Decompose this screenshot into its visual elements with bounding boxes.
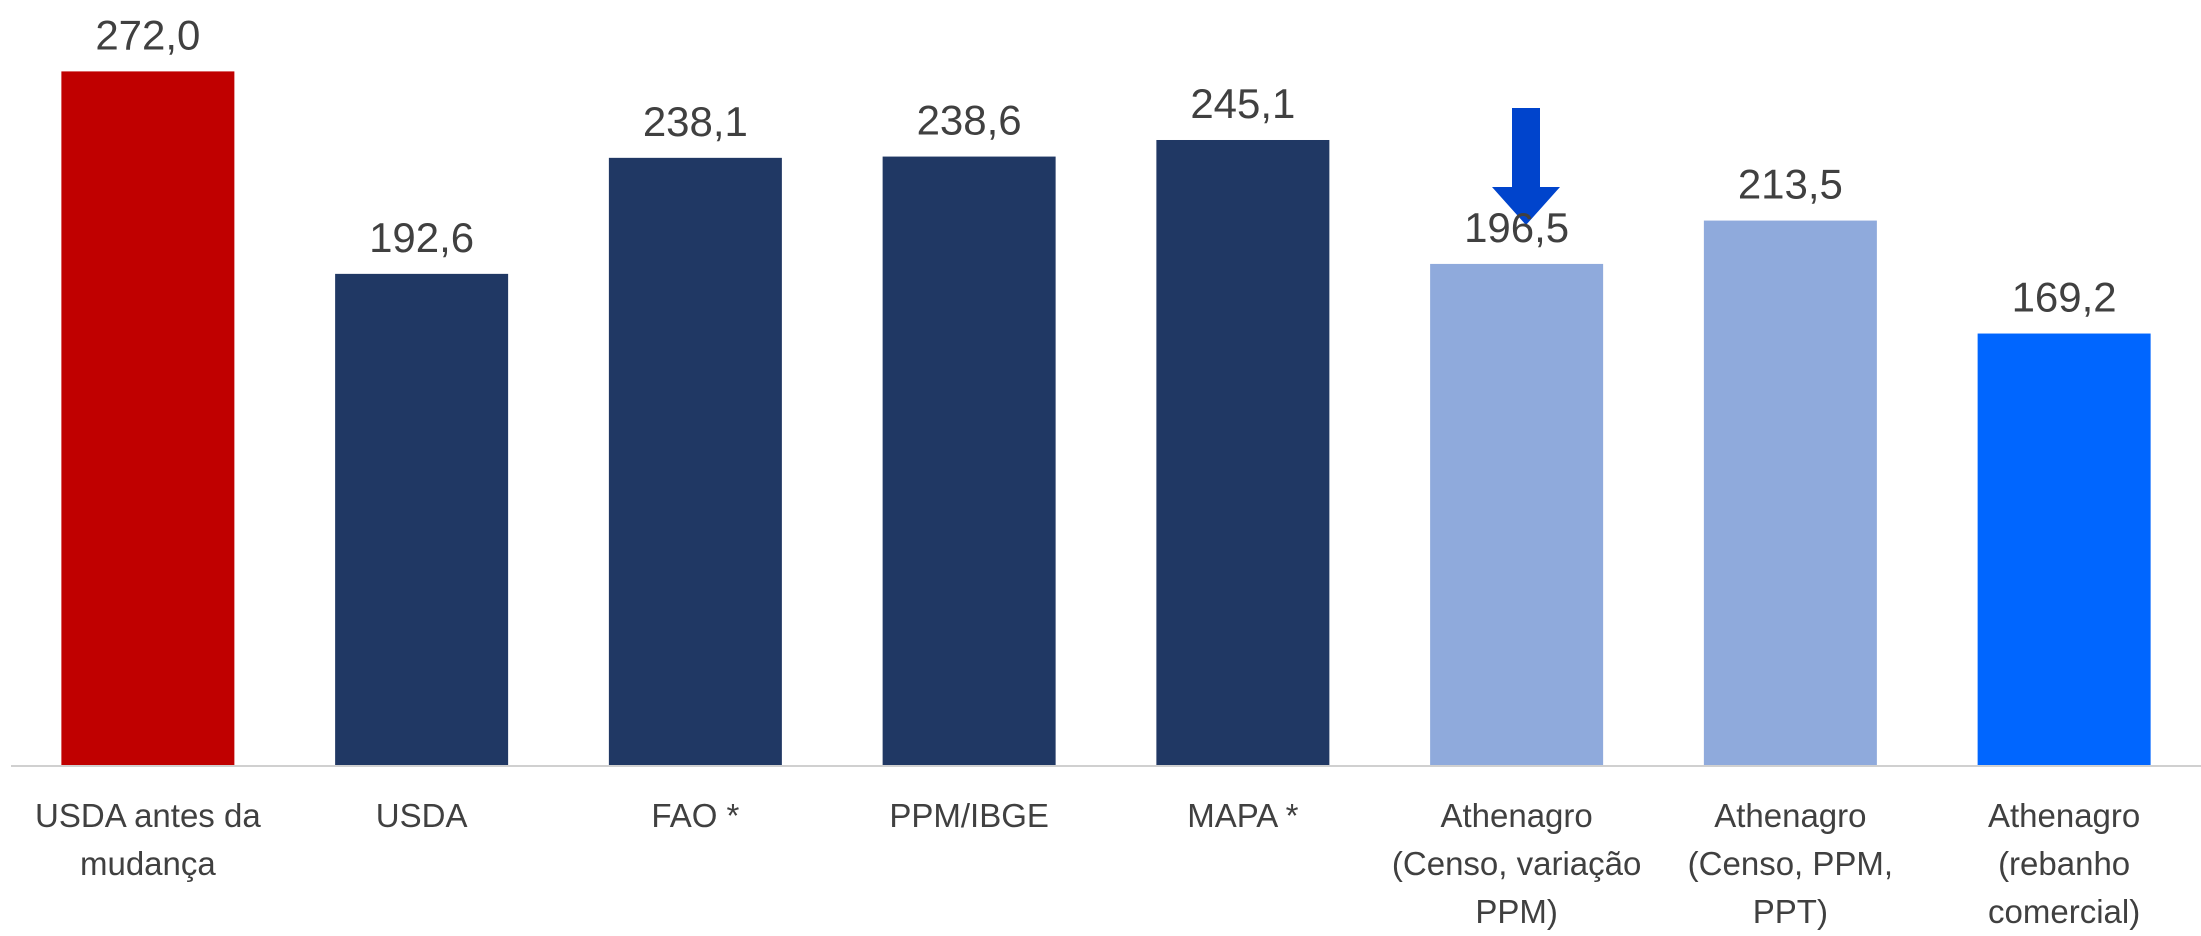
bar <box>882 156 1056 765</box>
bar <box>61 71 235 765</box>
value-label: 238,1 <box>643 98 748 145</box>
bar <box>1703 220 1877 765</box>
value-label: 196,5 <box>1464 204 1569 251</box>
x-tick-label: Athenagro (rebanho comercial) <box>1987 797 2141 930</box>
value-label: 272,0 <box>95 11 200 58</box>
arrow <box>1492 108 1560 225</box>
bar <box>335 273 509 765</box>
x-tick-label: PPM/IBGE <box>889 797 1049 834</box>
value-label: 192,6 <box>369 214 474 261</box>
value-label: 169,2 <box>2012 274 2117 321</box>
x-tick-label: Athenagro (Censo, PPM, PPT) <box>1687 797 1894 930</box>
bar <box>1156 139 1330 765</box>
value-label: 238,6 <box>917 97 1022 144</box>
x-tick-label: FAO * <box>651 797 740 834</box>
x-tick-label: USDA <box>375 797 468 834</box>
bar <box>1430 263 1604 765</box>
value-label: 245,1 <box>1190 80 1295 127</box>
x-tick-label: Athenagro (Censo, variação PPM) <box>1391 797 1642 930</box>
bar <box>1977 333 2151 765</box>
value-label: 213,5 <box>1738 161 1843 208</box>
x-tick-label: MAPA * <box>1187 797 1299 834</box>
bar <box>608 157 782 766</box>
x-tick-label: USDA antes da mudança <box>35 797 261 882</box>
